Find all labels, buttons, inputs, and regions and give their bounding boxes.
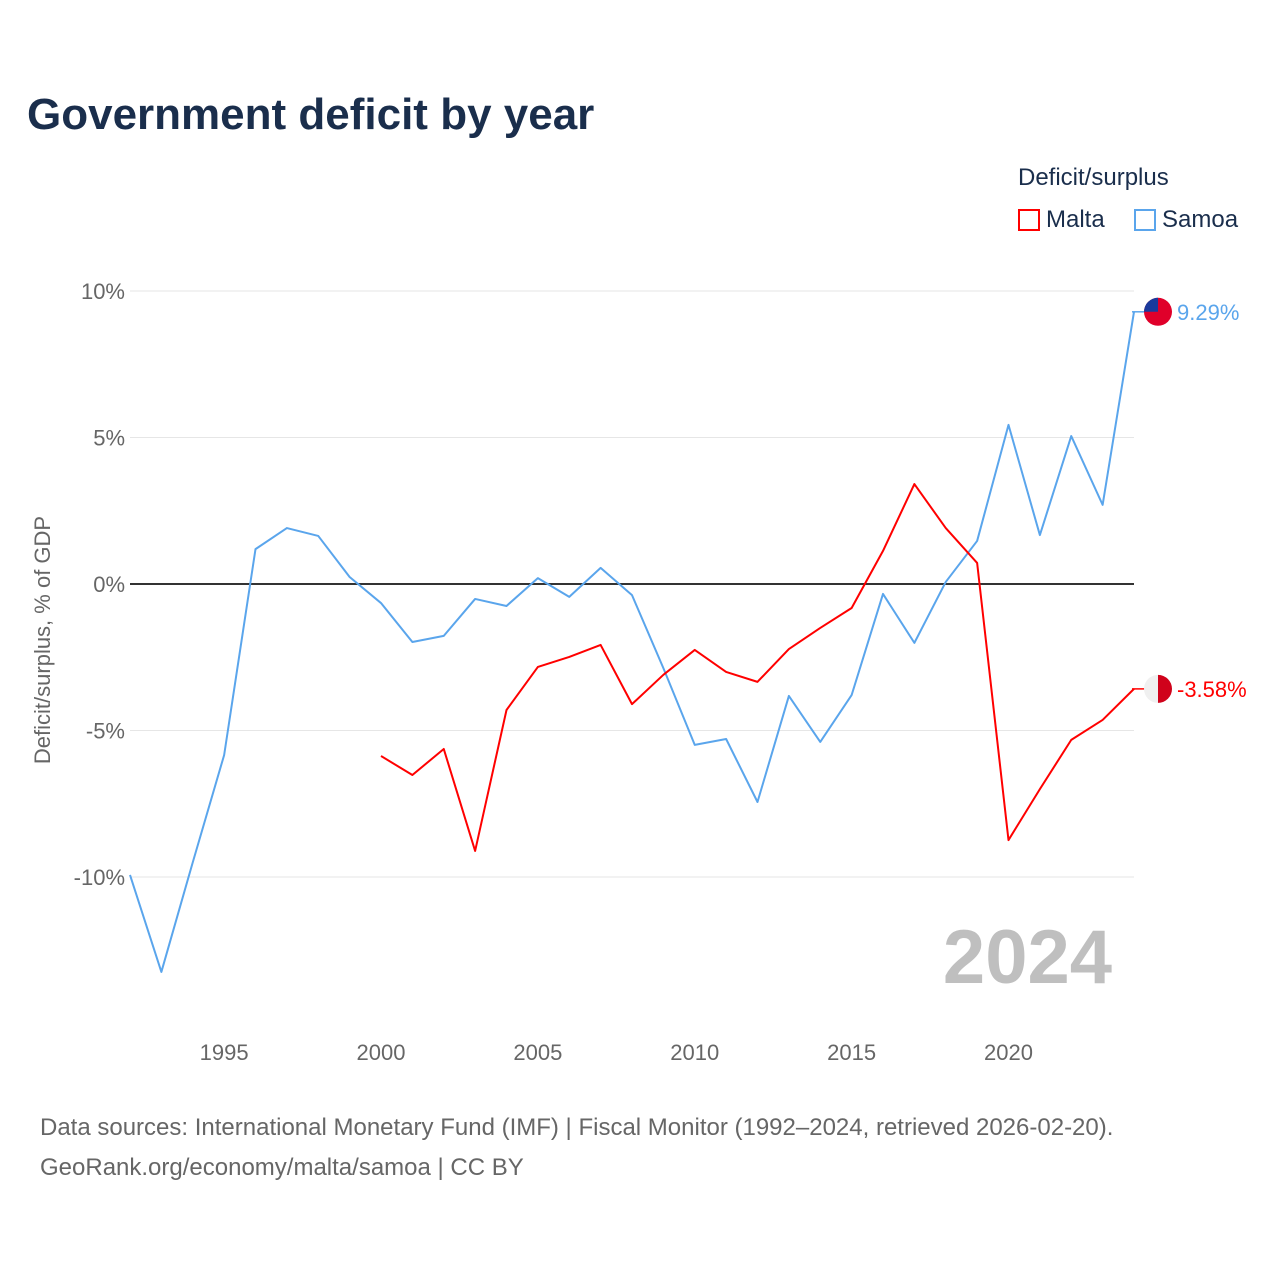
series-line-samoa (129, 311, 1135, 973)
y-tick-label: 5% (93, 426, 125, 451)
y-tick-label: -5% (86, 719, 125, 744)
x-tick-label: 2000 (357, 1040, 406, 1065)
legend-item-samoa[interactable]: Samoa (1134, 206, 1238, 234)
x-tick-label: 2015 (827, 1040, 876, 1065)
x-tick-label: 2010 (670, 1040, 719, 1065)
samoa-flag-canton (1144, 297, 1158, 312)
end-value-label-malta: -3.58% (1177, 677, 1247, 702)
legend-label-malta: Malta (1046, 206, 1105, 233)
source-note: Data sources: International Monetary Fun… (40, 1108, 1113, 1188)
x-tick-label: 2020 (984, 1040, 1033, 1065)
y-tick-label: -10% (74, 865, 125, 890)
source-line-1: Data sources: International Monetary Fun… (40, 1114, 1114, 1141)
legend-label-samoa: Samoa (1162, 206, 1239, 233)
y-tick-label: 0% (93, 572, 125, 597)
malta-flag-red-half (1158, 674, 1172, 703)
year-watermark: 2024 (943, 915, 1112, 1000)
source-line-2: GeoRank.org/economy/malta/samoa | CC BY (40, 1154, 524, 1181)
chart-title: Government deficit by year (27, 90, 595, 139)
end-value-label-samoa: 9.29% (1177, 300, 1239, 325)
y-tick-label: 10% (81, 279, 125, 304)
x-tick-label: 1995 (200, 1040, 249, 1065)
legend-item-malta[interactable]: Malta (1018, 206, 1105, 234)
x-tick-label: 2005 (513, 1040, 562, 1065)
legend-swatch-samoa (1134, 209, 1156, 231)
series-line-malta (380, 483, 1135, 852)
legend-title: Deficit/surplus (1018, 164, 1169, 191)
legend-swatch-malta (1018, 209, 1040, 231)
y-axis-label: Deficit/surplus, % of GDP (30, 516, 55, 764)
